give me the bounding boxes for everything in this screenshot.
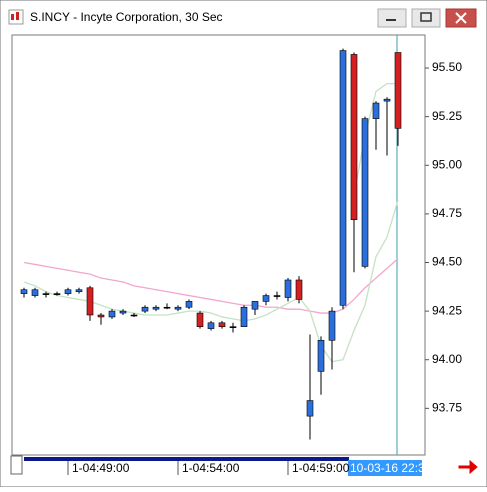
scroll-right-arrow[interactable] xyxy=(458,459,478,475)
candle-body xyxy=(185,301,193,308)
close-button[interactable] xyxy=(445,8,477,28)
candle-body xyxy=(284,279,292,298)
y-tick-label: 93.75 xyxy=(432,401,462,415)
scroll-handle[interactable] xyxy=(10,455,23,475)
x-tick-label: 1-04:59:00 xyxy=(292,461,350,475)
candle-body xyxy=(295,279,303,300)
candle-body xyxy=(108,310,116,318)
crosshair-label-box xyxy=(348,460,422,476)
window-title: S.INCY - Incyte Corporation, 30 Sec xyxy=(30,10,223,24)
candle-body xyxy=(317,339,325,372)
candle-body xyxy=(240,306,248,327)
y-tick-label: 94.00 xyxy=(432,352,462,366)
candle-body xyxy=(339,50,347,306)
candle-body xyxy=(174,306,182,310)
candle-body xyxy=(251,301,259,310)
candle-body xyxy=(372,102,380,119)
y-tick-label: 95.00 xyxy=(432,157,462,171)
candle-body xyxy=(207,322,215,329)
minimize-button[interactable] xyxy=(377,8,407,28)
candle-body xyxy=(119,310,127,314)
candle-body xyxy=(273,295,281,297)
candle-body xyxy=(229,326,237,328)
y-tick-label: 94.50 xyxy=(432,255,462,269)
candle-body xyxy=(42,293,50,295)
candle-body xyxy=(361,118,369,267)
moving-average-line xyxy=(23,258,399,314)
moving-average-line xyxy=(23,200,399,363)
candle-body xyxy=(383,98,391,102)
x-tick-label: 1-04:49:00 xyxy=(72,461,130,475)
candle-body xyxy=(328,310,336,341)
y-tick-label: 95.50 xyxy=(432,60,462,74)
candle-body xyxy=(97,314,105,318)
candle-body xyxy=(218,322,226,327)
candle-body xyxy=(20,289,28,294)
crosshair-label: 10-03-16 22:34:00 xyxy=(350,461,448,475)
candle-body xyxy=(152,306,160,310)
candle-body xyxy=(394,52,402,129)
candle-body xyxy=(53,293,61,295)
candle-body xyxy=(350,54,358,221)
y-tick-label: 94.75 xyxy=(432,206,462,220)
plot: 93.75 94.00 94.25 94.50 94.75 95.00 95.25 95.50… xyxy=(20,48,462,475)
app-icon xyxy=(8,9,24,25)
x-tick-label: 1-04:54:00 xyxy=(182,461,240,475)
candle-body xyxy=(306,400,314,417)
candle-body xyxy=(196,312,204,327)
candle-body xyxy=(64,289,72,294)
moving-average-line xyxy=(353,82,398,195)
candle-body xyxy=(31,289,39,296)
candle-body xyxy=(262,295,270,302)
candle-body xyxy=(130,314,138,317)
maximize-button[interactable] xyxy=(411,8,441,28)
y-tick-label: 95.25 xyxy=(432,109,462,123)
scroll-bar[interactable] xyxy=(24,457,349,461)
candle-body xyxy=(163,306,171,309)
candle-body xyxy=(86,287,94,316)
candle-body xyxy=(75,289,83,292)
candle-body xyxy=(141,306,149,312)
y-tick-label: 94.25 xyxy=(432,303,462,317)
